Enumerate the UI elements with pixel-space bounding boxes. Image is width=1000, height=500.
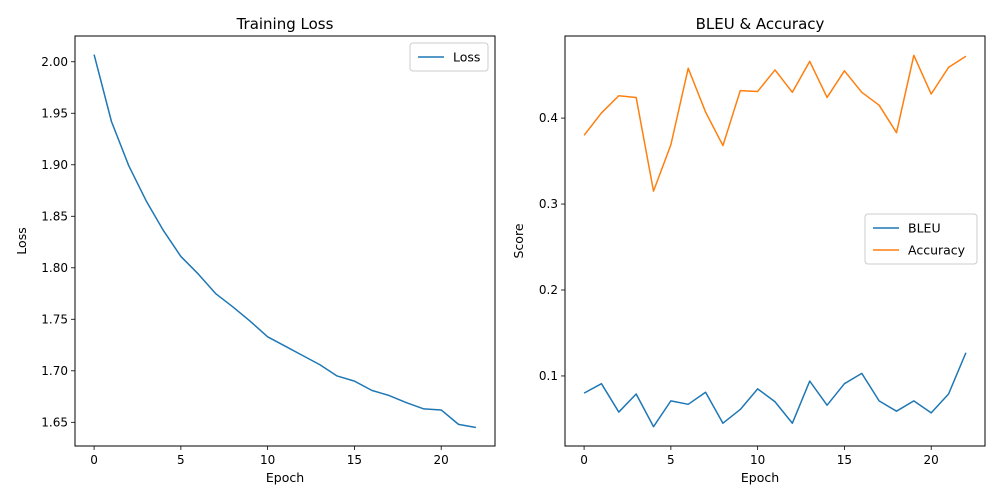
plot-marks: 0 5 10 15 20 1.65 1.70 1.75 1.80 1.85 1.90 1.95 2.00 — [41, 54, 477, 467]
training-loss-chart: Training Loss Epoch Loss 0 5 10 15 20 1.65 1.7… — [14, 15, 496, 485]
y-tick-label: 1.80 — [41, 261, 68, 275]
x-tick-label: 15 — [837, 453, 852, 467]
plot-frame — [74, 35, 496, 447]
y-tick-label: 2.00 — [41, 55, 68, 69]
y-tick-label: 1.70 — [41, 364, 68, 378]
series-line-loss — [93, 54, 477, 429]
y-axis-label: Loss — [14, 227, 29, 254]
legend: Loss — [409, 42, 489, 72]
legend-label: BLEU — [908, 221, 941, 236]
legend-label: Accuracy — [908, 243, 966, 258]
series-line-bleu — [583, 352, 967, 428]
x-tick-label: 20 — [434, 453, 449, 467]
bleu-accuracy-chart: BLEU & Accuracy Epoch Score 0 5 10 15 200.10… — [511, 15, 986, 485]
x-tick-label: 5 — [667, 453, 675, 467]
legend-box — [409, 42, 489, 72]
x-tick-label: 5 — [177, 453, 185, 467]
x-tick-label: 0 — [90, 453, 98, 467]
y-tick-label: 1.90 — [41, 158, 68, 172]
y-tick-label: 0.3 — [539, 197, 558, 211]
x-tick-label: 10 — [750, 453, 765, 467]
legend-box — [864, 213, 978, 265]
y-tick-label: 1.75 — [41, 312, 68, 326]
plot-marks: 0 5 10 15 20 0.1 0.2 0.3 0.4 — [539, 54, 967, 467]
plot-frame — [564, 35, 986, 447]
y-tick-label: 1.65 — [41, 415, 68, 429]
y-tick-label: 1.85 — [41, 209, 68, 223]
y-tick-label: 1.95 — [41, 106, 68, 120]
series-line-accuracy — [583, 54, 967, 192]
legend: BLEU Accuracy — [864, 213, 978, 265]
chart-title: Training Loss — [236, 15, 334, 33]
y-tick-label: 0.2 — [539, 283, 558, 297]
y-axis-label: Score — [511, 223, 526, 258]
x-tick-label: 10 — [260, 453, 275, 467]
x-tick-label: 20 — [924, 453, 939, 467]
legend-label: Loss — [453, 50, 480, 65]
x-tick-label: 15 — [347, 453, 362, 467]
x-axis-label: Epoch — [741, 470, 779, 485]
x-tick-label: 0 — [580, 453, 588, 467]
y-tick-label: 0.4 — [539, 111, 558, 125]
y-tick-label: 0.1 — [539, 369, 558, 383]
chart-title: BLEU & Accuracy — [696, 15, 825, 33]
x-axis-label: Epoch — [266, 470, 304, 485]
